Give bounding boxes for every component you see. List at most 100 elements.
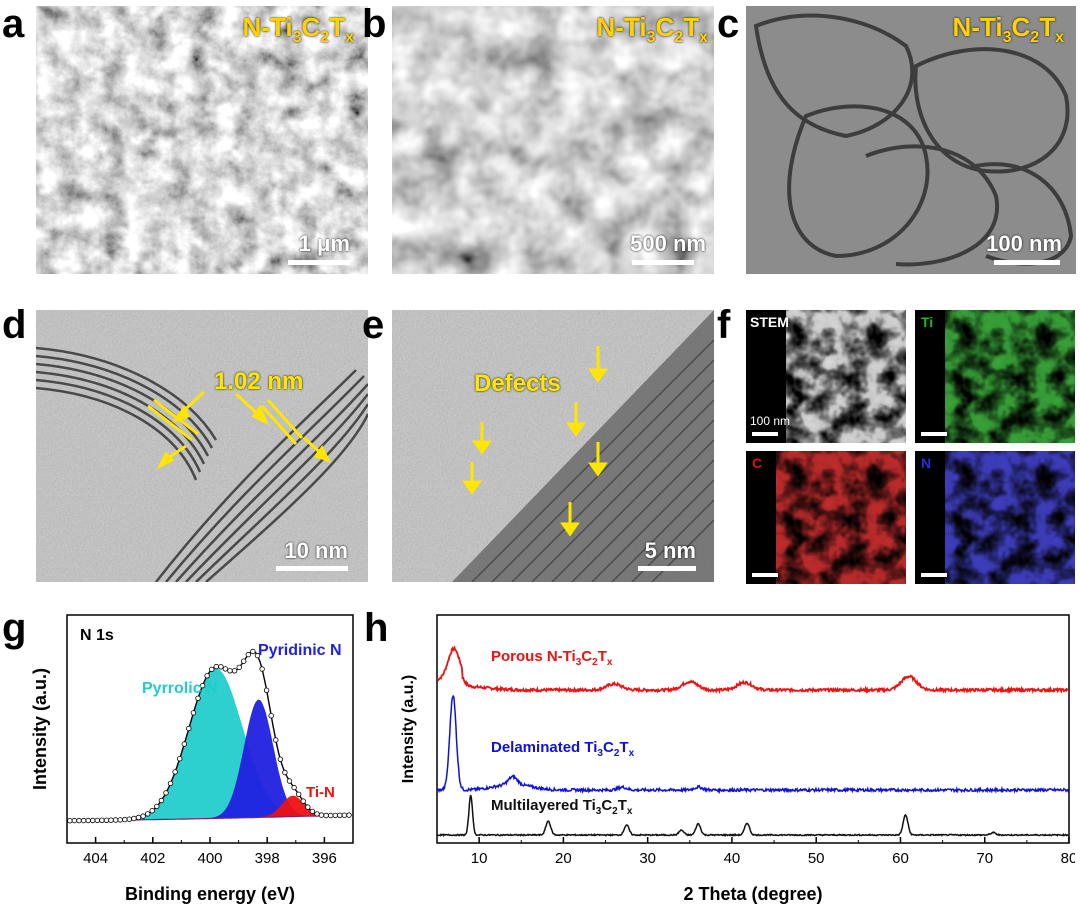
xps-data-point xyxy=(305,804,311,810)
sample-title-c: N-Ti3C2Tx xyxy=(952,12,1064,47)
xps-data-point xyxy=(154,803,160,810)
xps-data-point xyxy=(332,812,338,819)
xps-xlabel: Binding energy (eV) xyxy=(125,884,295,904)
xrd-series-2 xyxy=(436,794,1069,838)
xps-data-point xyxy=(291,784,297,791)
xps-data-point xyxy=(186,725,192,732)
c-map-label: C xyxy=(752,455,763,471)
xps-data-point xyxy=(158,797,165,804)
xps-data-point xyxy=(89,817,96,824)
xrd-tick-label: 80 xyxy=(1061,850,1075,867)
xps-peak-0 xyxy=(67,668,353,821)
xrd-plot-frame xyxy=(436,614,1070,844)
hrtem-image-e: Defects 5 nm xyxy=(392,310,714,582)
xrd-xlabel: 2 Theta (degree) xyxy=(683,884,822,904)
xps-data-point xyxy=(337,812,343,818)
xps-data-point xyxy=(117,817,123,823)
scale-label-d: 10 nm xyxy=(284,538,348,563)
xps-data-point xyxy=(314,811,320,817)
xps-data-point xyxy=(231,668,238,674)
xps-tick-label: 400 xyxy=(197,850,222,867)
xps-data-point xyxy=(218,664,224,670)
xps-data-point xyxy=(328,812,334,819)
sample-title-b: N-Ti3C2Tx xyxy=(596,12,708,47)
hrtem-image-d: 1.02 nm 10 nm xyxy=(36,310,368,582)
panel-letter-e: e xyxy=(362,303,385,347)
xps-data-point xyxy=(195,695,201,701)
xps-data-point xyxy=(346,812,352,818)
xps-data-point xyxy=(300,798,306,804)
xps-data-point xyxy=(282,769,288,776)
xrd-tick-label: 50 xyxy=(808,850,825,867)
xps-data-point xyxy=(213,663,219,670)
scale-label-b: 500 nm xyxy=(630,231,706,256)
scale-bar-a xyxy=(288,260,350,265)
xrd-tick-label: 20 xyxy=(555,850,572,867)
xps-data-point xyxy=(122,816,128,823)
defects-label: Defects xyxy=(474,370,561,397)
xps-tick-label: 402 xyxy=(140,850,165,867)
tem-image-c: N-Ti3C2Tx 100 nm xyxy=(746,6,1076,274)
xps-data-point xyxy=(176,755,183,762)
xrd-series-1 xyxy=(436,694,1070,795)
xps-data-point xyxy=(126,816,132,822)
xps-data-point xyxy=(208,666,215,673)
stem-map-label: STEM xyxy=(750,314,789,330)
xps-data-point xyxy=(277,756,284,762)
xps-data-point xyxy=(245,651,251,658)
xps-data-point xyxy=(341,812,348,818)
xps-data-point xyxy=(67,817,73,824)
sem-image-b: N-Ti3C2Tx 500 nm xyxy=(392,6,714,274)
xps-data-point xyxy=(263,687,270,693)
scale-bar-d xyxy=(276,566,348,571)
legend-porous: Porous N-Ti3C2Tx xyxy=(491,648,613,668)
xps-data-point xyxy=(163,790,169,796)
xps-data-point xyxy=(112,817,119,823)
xps-data-point xyxy=(204,673,210,679)
legend-tin: Ti-N xyxy=(306,784,335,801)
xps-data-point xyxy=(94,817,100,824)
xrd-tick-label: 70 xyxy=(976,850,993,867)
scale-bar-b xyxy=(632,260,694,265)
ti-scale-bar xyxy=(921,432,947,436)
xps-tick-label: 396 xyxy=(312,850,337,867)
xps-data-point xyxy=(309,808,316,815)
xrd-tick-label: 60 xyxy=(892,850,909,867)
stem-map: STEM 100 nm xyxy=(746,310,906,443)
xps-ylabel: Intensity (a.u.) xyxy=(30,668,50,790)
n-map: N xyxy=(915,451,1075,584)
xps-data-point xyxy=(103,817,110,823)
xps-data-point xyxy=(131,815,137,822)
sem-image-a: N-Ti3C2Tx 1 μm xyxy=(36,6,368,274)
scale-label-a: 1 μm xyxy=(298,231,350,256)
xps-data-point xyxy=(268,712,274,719)
n-map-label: N xyxy=(921,455,932,471)
xps-data-point xyxy=(259,666,265,672)
xps-peak-2 xyxy=(67,795,353,821)
scale-bar-e xyxy=(638,566,696,571)
xps-data-point xyxy=(135,814,142,821)
xps-data-point xyxy=(273,737,279,743)
n-scale-bar xyxy=(921,573,947,577)
xps-data-point xyxy=(227,668,233,674)
xrd-tick-label: 30 xyxy=(639,850,656,867)
xps-data-point xyxy=(144,811,151,817)
xps-peak-1 xyxy=(67,699,353,821)
xps-data-point xyxy=(71,817,78,824)
xps-data-point xyxy=(99,817,105,823)
panel-letter-c: c xyxy=(717,2,740,46)
legend-delaminated: Delaminated Ti3C2Tx xyxy=(491,739,635,759)
sample-title-a: N-Ti3C2Tx xyxy=(242,12,354,47)
xps-data-point xyxy=(240,658,247,664)
legend-pyridinic: Pyridinic N xyxy=(258,642,342,659)
xps-data-point xyxy=(149,807,155,814)
scale-label-c: 100 nm xyxy=(986,231,1062,256)
xps-data-point xyxy=(190,710,197,716)
xps-data-point xyxy=(172,769,178,775)
lattice-spacing-label: 1.02 nm xyxy=(214,368,304,395)
xps-data-point xyxy=(254,652,261,659)
xps-data-point xyxy=(140,813,146,819)
panel-letter-a: a xyxy=(2,2,25,46)
xps-data-point xyxy=(296,791,302,797)
xps-data-point xyxy=(181,741,187,747)
